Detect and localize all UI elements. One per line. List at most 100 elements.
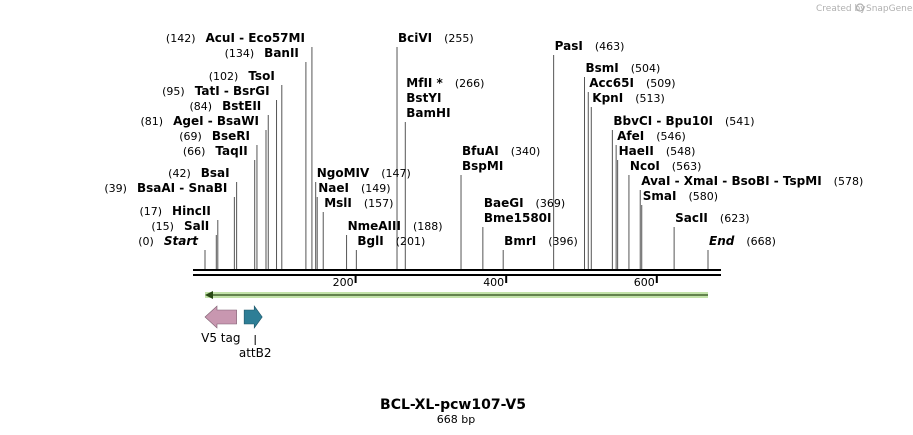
restriction-site[interactable]: BmrI (396)	[504, 234, 578, 248]
restriction-site[interactable]: NcoI (563)	[630, 159, 701, 173]
restriction-site[interactable]: HincII (17)	[139, 204, 210, 218]
site-name: SmaI	[643, 189, 677, 203]
restriction-site[interactable]: AvaI - XmaI - BsoBI - TspMI (578)	[641, 174, 863, 188]
brand-created-by: Created by	[816, 4, 866, 14]
restriction-site[interactable]: TaqII (66)	[183, 144, 248, 158]
restriction-site[interactable]: HaeII (548)	[619, 144, 696, 158]
site-leader-lines	[204, 47, 709, 269]
restriction-site[interactable]: BanII (134)	[225, 46, 299, 60]
site-position: (201)	[396, 235, 426, 248]
site-name: HaeII	[619, 144, 654, 158]
site-position: (134)	[225, 47, 255, 60]
restriction-site[interactable]: MslI (157)	[324, 196, 393, 210]
site-name: BglI	[357, 234, 383, 248]
feature-attb2-arrow[interactable]	[243, 305, 263, 329]
restriction-site[interactable]: BstEII (84)	[190, 99, 262, 113]
restriction-site[interactable]: SmaI (580)	[643, 189, 718, 203]
site-name: BstEII	[222, 99, 261, 113]
site-name: AcuI - Eco57MI	[206, 31, 305, 45]
ruler-ticks: 200 400 600	[333, 276, 658, 289]
site-name: BfuAI	[462, 144, 499, 158]
site-name: BsaI	[201, 166, 230, 180]
site-position: (513)	[635, 92, 665, 105]
site-name: BstYI	[406, 91, 441, 105]
restriction-site[interactable]: PasI (463)	[555, 39, 625, 53]
site-name: BanII	[264, 46, 299, 60]
site-name: BciVI	[398, 31, 432, 45]
site-position: (668)	[746, 235, 776, 248]
site-name: BamHI	[406, 106, 450, 120]
map-title: BCL-XL-pcw107-V5	[380, 397, 526, 413]
restriction-site[interactable]: BseRI (69)	[179, 129, 250, 143]
restriction-site[interactable]: End (668)	[709, 234, 776, 248]
sequence-backbone	[193, 269, 721, 276]
brand-name: SnapGene	[866, 4, 913, 14]
site-name: NcoI	[630, 159, 660, 173]
site-name: AgeI - BsaWI	[173, 114, 259, 128]
site-name: AfeI	[617, 129, 644, 143]
restriction-site[interactable]: BglI (201)	[357, 234, 425, 248]
restriction-site[interactable]: AcuI - Eco57MI (142)	[166, 31, 305, 45]
restriction-site[interactable]: Start (0)	[138, 234, 199, 248]
snapgene-logo-icon	[855, 3, 865, 12]
site-position: (149)	[361, 182, 391, 195]
site-name: BaeGI	[484, 196, 524, 210]
site-position: (623)	[720, 212, 750, 225]
feature-label: V5 tag	[201, 331, 240, 345]
site-name: NgoMIV	[317, 166, 370, 180]
site-position: (504)	[631, 62, 661, 75]
restriction-site[interactable]: BciVI (255)	[398, 31, 474, 45]
site-position: (95)	[162, 85, 185, 98]
site-position: (340)	[511, 145, 541, 158]
restriction-site[interactable]: BsaAI - SnaBI (39)	[104, 181, 227, 195]
site-position: (563)	[672, 160, 702, 173]
site-position: (396)	[548, 235, 578, 248]
site-position: (463)	[595, 40, 625, 53]
site-position: (541)	[725, 115, 755, 128]
site-name: TsoI	[248, 69, 274, 83]
site-position: (546)	[656, 130, 686, 143]
restriction-site[interactable]: Acc65I (509)	[589, 76, 675, 90]
site-name: NaeI	[318, 181, 349, 195]
site-position: (42)	[168, 167, 191, 180]
feature-v5-tag-arrow[interactable]	[204, 305, 237, 329]
restriction-site[interactable]: NaeI (149)	[318, 181, 390, 195]
site-labels: Start(0)SalI(15)HincII(17) BsaAI - SnaBI(…	[104, 31, 863, 248]
site-position: (39)	[104, 182, 127, 195]
ruler-tick-label: 200	[333, 276, 354, 289]
restriction-site[interactable]: KpnI (513)	[592, 91, 665, 105]
site-position: (142)	[166, 32, 196, 45]
site-name: BbvCI - Bpu10I	[613, 114, 713, 128]
restriction-site[interactable]: TatI - BsrGI (95)	[162, 84, 269, 98]
snapgene-brand: Created by SnapGene	[816, 3, 913, 14]
site-position: (102)	[209, 70, 239, 83]
restriction-site[interactable]: SalI (15)	[151, 219, 209, 233]
map-length: 668 bp	[437, 413, 475, 426]
site-position: (255)	[444, 32, 474, 45]
restriction-site[interactable]: BsaI (42)	[168, 166, 229, 180]
restriction-site[interactable]: BbvCI - Bpu10I (541)	[613, 114, 754, 128]
site-name: Start	[164, 234, 199, 248]
site-name: KpnI	[592, 91, 623, 105]
site-position: (84)	[190, 100, 213, 113]
site-position: (15)	[151, 220, 174, 233]
site-position: (578)	[834, 175, 864, 188]
site-name: TaqII	[215, 144, 247, 158]
restriction-site[interactable]: TsoI (102)	[209, 69, 275, 83]
restriction-site[interactable]: SacII (623)	[675, 211, 749, 225]
site-name: PasI	[555, 39, 583, 53]
feature-label: attB2	[239, 346, 272, 360]
site-position: (580)	[688, 190, 718, 203]
restriction-site[interactable]: BsmI (504)	[586, 61, 661, 75]
restriction-site[interactable]: AfeI (546)	[617, 129, 686, 143]
restriction-site[interactable]: NgoMIV (147)	[317, 166, 411, 180]
site-name: TatI - BsrGI	[195, 84, 270, 98]
site-position: (266)	[455, 77, 485, 90]
restriction-site[interactable]: NmeAIII (188)	[348, 219, 443, 233]
ruler-tick-label: 600	[634, 276, 655, 289]
restriction-site[interactable]: AgeI - BsaWI (81)	[140, 114, 259, 128]
